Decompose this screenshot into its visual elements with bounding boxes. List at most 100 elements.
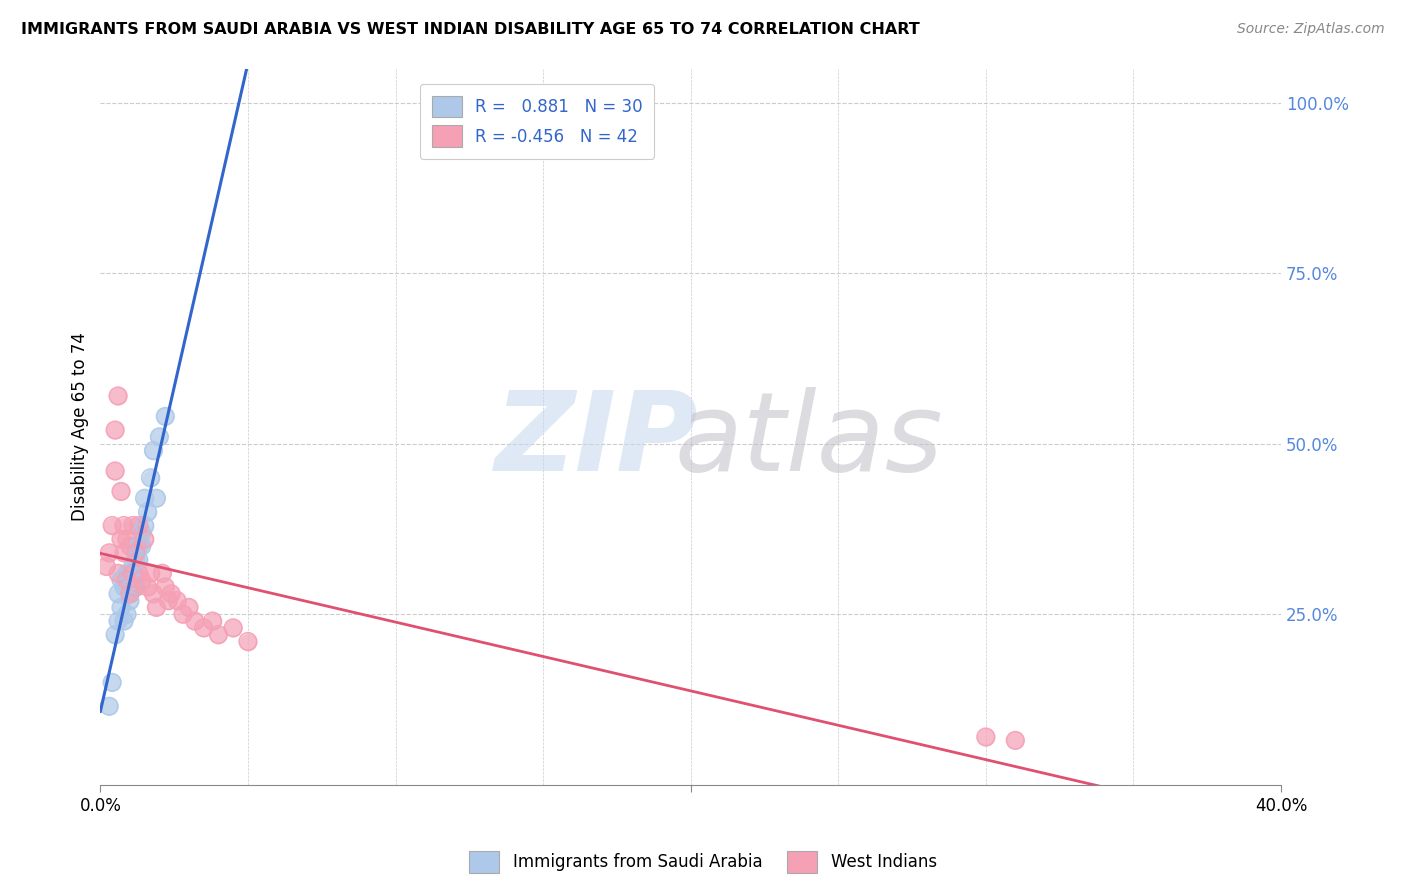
Point: [98, 699, 121, 714]
Point: [207, 628, 229, 642]
Point: [1004, 733, 1026, 747]
Point: [131, 525, 153, 540]
Text: atlas: atlas: [675, 387, 943, 494]
Point: [139, 566, 162, 581]
Point: [157, 593, 180, 607]
Point: [112, 546, 135, 560]
Point: [125, 552, 148, 566]
Point: [145, 600, 167, 615]
Point: [101, 518, 124, 533]
Point: [177, 600, 200, 615]
Legend: Immigrants from Saudi Arabia, West Indians: Immigrants from Saudi Arabia, West India…: [463, 845, 943, 880]
Point: [125, 546, 148, 560]
Point: [121, 566, 143, 581]
Point: [110, 600, 132, 615]
Point: [115, 607, 138, 622]
Point: [118, 587, 141, 601]
Point: [115, 532, 138, 546]
Point: [155, 580, 177, 594]
Point: [125, 580, 148, 594]
Point: [148, 430, 170, 444]
Point: [112, 614, 135, 628]
Point: [125, 546, 148, 560]
Point: [121, 518, 143, 533]
Text: IMMIGRANTS FROM SAUDI ARABIA VS WEST INDIAN DISABILITY AGE 65 TO 74 CORRELATION : IMMIGRANTS FROM SAUDI ARABIA VS WEST IND…: [21, 22, 920, 37]
Point: [160, 587, 183, 601]
Point: [107, 566, 129, 581]
Point: [104, 423, 127, 437]
Point: [98, 699, 121, 714]
Point: [112, 580, 135, 594]
Point: [134, 532, 156, 546]
Point: [131, 539, 153, 553]
Point: [142, 443, 165, 458]
Point: [112, 518, 135, 533]
Point: [139, 566, 162, 581]
Point: [96, 559, 118, 574]
Point: [172, 607, 194, 622]
Point: [115, 566, 138, 581]
Point: [155, 409, 177, 424]
Point: [101, 675, 124, 690]
Point: [98, 546, 121, 560]
Legend: R =   0.881   N = 30, R = -0.456   N = 42: R = 0.881 N = 30, R = -0.456 N = 42: [420, 84, 654, 159]
Point: [177, 600, 200, 615]
Point: [139, 471, 162, 485]
Point: [145, 491, 167, 506]
Point: [134, 491, 156, 506]
Point: [112, 614, 135, 628]
Point: [121, 573, 143, 587]
Point: [107, 614, 129, 628]
Point: [222, 621, 245, 635]
Point: [136, 580, 159, 594]
Point: [118, 593, 141, 607]
Point: [136, 505, 159, 519]
Point: [118, 587, 141, 601]
Point: [107, 566, 129, 581]
Point: [118, 566, 141, 581]
Point: [118, 587, 141, 601]
Point: [110, 532, 132, 546]
Point: [125, 580, 148, 594]
Point: [128, 552, 150, 566]
Point: [222, 621, 245, 635]
Point: [134, 491, 156, 506]
Point: [142, 587, 165, 601]
Point: [107, 614, 129, 628]
Point: [107, 389, 129, 403]
Point: [98, 546, 121, 560]
Point: [193, 621, 215, 635]
Y-axis label: Disability Age 65 to 74: Disability Age 65 to 74: [72, 332, 89, 521]
Point: [155, 580, 177, 594]
Point: [142, 587, 165, 601]
Point: [118, 587, 141, 601]
Point: [104, 464, 127, 478]
Point: [128, 518, 150, 533]
Point: [118, 539, 141, 553]
Point: [121, 559, 143, 574]
Point: [136, 505, 159, 519]
Point: [136, 580, 159, 594]
Point: [236, 634, 259, 648]
Point: [172, 607, 194, 622]
Point: [121, 573, 143, 587]
Point: [121, 518, 143, 533]
Point: [115, 532, 138, 546]
Point: [139, 471, 162, 485]
Point: [125, 580, 148, 594]
Point: [193, 621, 215, 635]
Point: [134, 518, 156, 533]
Point: [128, 566, 150, 581]
Point: [974, 730, 997, 744]
Point: [128, 552, 150, 566]
Point: [115, 607, 138, 622]
Point: [101, 675, 124, 690]
Point: [115, 566, 138, 581]
Point: [110, 573, 132, 587]
Point: [118, 566, 141, 581]
Point: [201, 614, 224, 628]
Point: [125, 580, 148, 594]
Point: [157, 593, 180, 607]
Point: [104, 464, 127, 478]
Point: [125, 552, 148, 566]
